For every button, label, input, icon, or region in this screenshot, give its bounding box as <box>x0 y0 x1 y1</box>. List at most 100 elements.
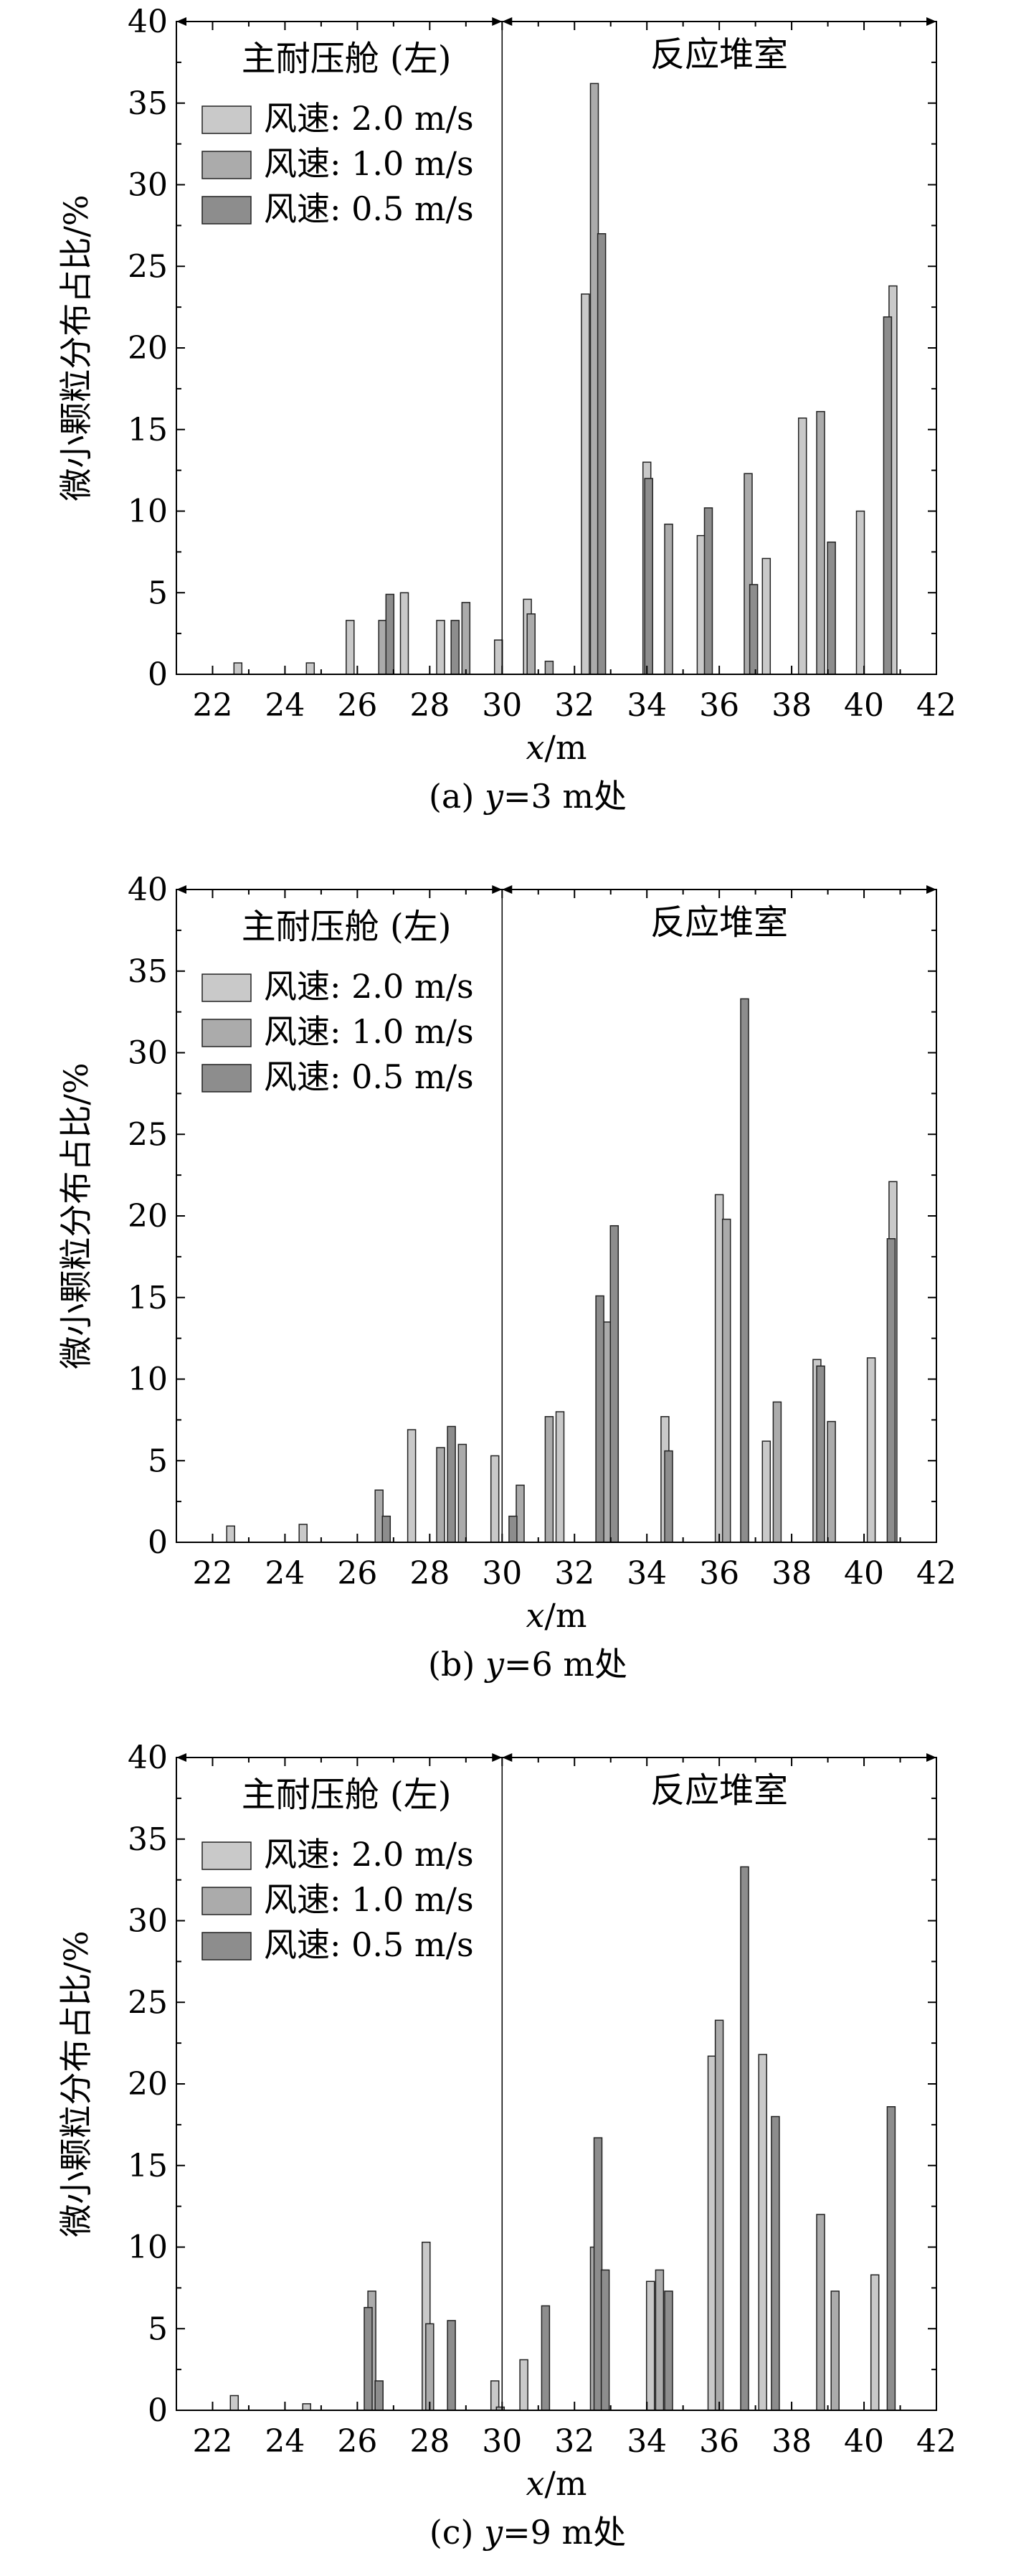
bar <box>595 1295 604 1543</box>
y-tick-label: 25 <box>128 1116 168 1153</box>
bar <box>597 233 607 675</box>
bar <box>436 620 445 675</box>
caption-var: y <box>484 1645 505 1684</box>
bar <box>385 593 395 675</box>
legend-swatch <box>201 1932 252 1961</box>
x-tick-label: 42 <box>916 1555 956 1592</box>
bar <box>886 1238 896 1543</box>
bar <box>609 1225 619 1543</box>
bar <box>664 2290 673 2411</box>
region-label-left: 主耐压舱 (左) <box>242 39 452 79</box>
y-tick-label: 30 <box>128 1035 168 1072</box>
bar <box>749 584 759 675</box>
x-tick-label: 32 <box>554 1555 594 1592</box>
y-tick-label: 5 <box>148 575 168 611</box>
x-axis-label-var: x <box>526 1596 544 1635</box>
x-tick-label: 38 <box>772 1555 812 1592</box>
bar <box>226 1525 235 1543</box>
bar <box>740 998 749 1543</box>
region-label-right: 反应堆室 <box>650 1770 788 1811</box>
x-tick-label: 30 <box>482 1555 522 1592</box>
bar <box>374 2380 384 2411</box>
x-tick-label: 28 <box>409 2423 450 2460</box>
y-tick-label: 10 <box>128 494 168 530</box>
caption-prefix: (a) <box>429 777 485 816</box>
region-label-left: 主耐压舱 (左) <box>242 907 452 947</box>
y-tick-label: 5 <box>148 2311 168 2347</box>
x-tick-label: 26 <box>337 687 377 724</box>
caption-var: y <box>483 2513 503 2552</box>
arrowhead <box>502 1753 513 1762</box>
x-tick-label: 24 <box>265 2423 305 2460</box>
legend-swatch <box>201 1887 252 1915</box>
y-tick-label: 40 <box>128 1740 168 1776</box>
y-tick-label: 35 <box>128 1821 168 1858</box>
x-tick-label: 22 <box>192 687 232 724</box>
x-tick-label: 38 <box>772 687 812 724</box>
x-axis-label-unit: /m <box>544 728 587 767</box>
legend-swatch <box>201 105 252 134</box>
x-tick-label: 22 <box>192 1555 232 1592</box>
x-tick-label: 28 <box>409 1555 450 1592</box>
y-tick-label: 40 <box>128 872 168 908</box>
bar <box>740 1866 749 2411</box>
caption-rest: =9 m处 <box>503 2513 626 2552</box>
x-tick-label: 38 <box>772 2423 812 2460</box>
y-tick-label: 25 <box>128 1984 168 2021</box>
bar <box>664 1450 673 1543</box>
arrowhead <box>492 1753 503 1762</box>
y-tick-label: 35 <box>128 85 168 122</box>
bar <box>870 2274 880 2411</box>
x-tick-label: 40 <box>844 687 884 724</box>
bar <box>447 1425 456 1543</box>
bar <box>346 620 355 675</box>
bar <box>381 1515 391 1543</box>
legend-label: 风速: 2.0 m/s <box>264 967 474 1006</box>
x-tick-label: 24 <box>265 1555 305 1592</box>
caption-prefix: (b) <box>428 1645 485 1684</box>
bar <box>461 602 471 675</box>
legend-label: 风速: 2.0 m/s <box>264 99 474 138</box>
x-tick-label: 36 <box>699 1555 739 1592</box>
arrowhead <box>502 17 513 26</box>
x-tick-label: 34 <box>627 687 667 724</box>
legend-swatch <box>201 1064 252 1093</box>
legend-label: 风速: 1.0 m/s <box>264 1880 474 1919</box>
bar <box>655 2269 665 2411</box>
legend-swatch <box>201 151 252 179</box>
y-tick-label: 30 <box>128 167 168 204</box>
bar <box>771 2115 780 2411</box>
x-axis-label-unit: /m <box>544 1596 587 1635</box>
bar <box>302 2403 311 2411</box>
legend-label: 风速: 2.0 m/s <box>264 1835 474 1874</box>
bar <box>541 2305 551 2411</box>
x-tick-label: 28 <box>409 687 450 724</box>
bar <box>407 1429 417 1543</box>
x-tick-label: 36 <box>699 2423 739 2460</box>
x-tick-label: 42 <box>916 2423 956 2460</box>
bar <box>645 2280 655 2411</box>
bar <box>886 2106 896 2411</box>
bar <box>816 2214 825 2411</box>
y-tick-label: 15 <box>128 1280 168 1316</box>
bar <box>761 557 772 675</box>
x-axis-label: x/m <box>526 2464 587 2503</box>
bar <box>305 662 315 675</box>
bar <box>816 1365 825 1543</box>
bar <box>298 1524 308 1543</box>
region-label-right: 反应堆室 <box>650 902 788 943</box>
x-tick-label: 42 <box>916 687 956 724</box>
bar <box>797 417 807 675</box>
caption-rest: =6 m处 <box>504 1645 627 1684</box>
legend-swatch <box>201 1841 252 1870</box>
caption-var: y <box>483 777 504 816</box>
legend-swatch <box>201 973 252 1002</box>
bar <box>425 2323 435 2411</box>
bar <box>436 1447 445 1543</box>
legend-swatch <box>201 196 252 225</box>
x-axis-label-unit: /m <box>544 2464 587 2503</box>
bar <box>490 1455 500 1543</box>
y-tick-label: 15 <box>128 412 168 448</box>
